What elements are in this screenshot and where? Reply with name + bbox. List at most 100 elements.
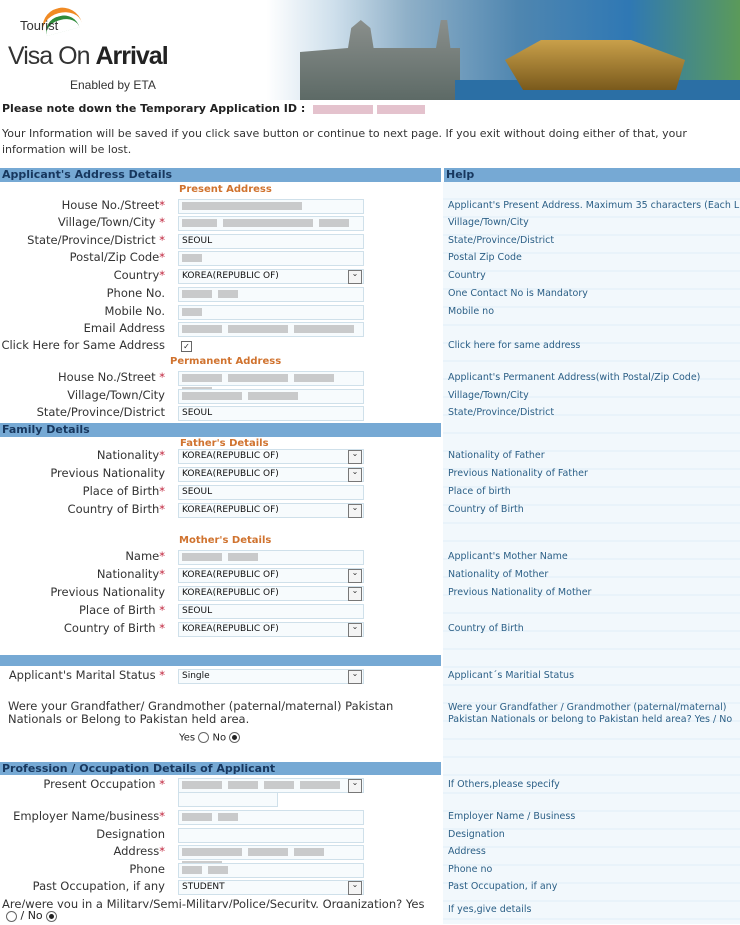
- chevron-down-icon[interactable]: ⌄: [348, 270, 362, 284]
- place-of-birth-value: SEOUL: [182, 487, 213, 497]
- country-of-birth-label: Country of Birth *: [64, 621, 165, 635]
- required-asterisk: *: [159, 448, 165, 462]
- place-of-birth-label: Place of Birth *: [79, 603, 165, 617]
- redacted-value: [182, 847, 242, 856]
- village-town-city-label-text: Village/Town/City: [67, 388, 165, 402]
- place-of-birth-input[interactable]: SEOUL: [178, 604, 364, 619]
- nationality-select[interactable]: KOREA(REPUBLIC OF) ⌄: [178, 568, 364, 583]
- present-occupation-label: Present Occupation *: [43, 777, 165, 791]
- nationality-help: Nationality of Father: [448, 450, 545, 461]
- designation-input[interactable]: [178, 828, 364, 843]
- nationality-label: Nationality*: [97, 567, 165, 581]
- redacted-value: [228, 552, 258, 561]
- previous-nationality-select[interactable]: KOREA(REPUBLIC OF) ⌄: [178, 586, 364, 601]
- name-input[interactable]: [178, 550, 364, 565]
- redacted-value: [228, 373, 288, 382]
- marital-section-bar: [0, 655, 441, 666]
- previous-nationality-help: Previous Nationality of Father: [448, 468, 588, 479]
- country-help: Country: [448, 270, 486, 281]
- chevron-down-icon[interactable]: ⌄: [348, 587, 362, 601]
- logo-sub: Enabled by ETA: [70, 78, 156, 92]
- postal-zip-code-input[interactable]: [178, 251, 364, 266]
- required-asterisk: *: [159, 484, 165, 498]
- postal-zip-code-label-text: Postal/Zip Code: [69, 250, 160, 264]
- redacted-value: [300, 780, 340, 789]
- redacted-value: [294, 847, 324, 856]
- redacted-value: [228, 780, 258, 789]
- address-input[interactable]: [178, 845, 364, 869]
- email-address-input[interactable]: [178, 322, 364, 337]
- mobile-no-input[interactable]: [178, 305, 364, 320]
- state-province-district-input[interactable]: SEOUL: [178, 406, 364, 421]
- save-info-text: Your Information will be saved if you cl…: [2, 127, 687, 156]
- chevron-down-icon[interactable]: ⌄: [348, 504, 362, 518]
- village-town-city-input[interactable]: [178, 389, 364, 404]
- state-province-district-input[interactable]: SEOUL: [178, 234, 364, 249]
- chevron-down-icon[interactable]: ⌄: [348, 881, 362, 895]
- country-of-birth-label: Country of Birth*: [68, 502, 165, 516]
- village-town-city-label: Village/Town/City: [67, 388, 165, 402]
- chevron-down-icon[interactable]: ⌄: [348, 468, 362, 482]
- redacted-value: [228, 324, 288, 333]
- house-no-street-input[interactable]: [178, 371, 364, 395]
- phone-no-input[interactable]: [178, 287, 364, 302]
- employer-name-business-input[interactable]: [178, 810, 364, 825]
- phone-help: Phone no: [448, 864, 493, 875]
- mobile-no-label-text: Mobile No.: [104, 304, 165, 318]
- applicant-s-marital-status-select[interactable]: Single ⌄: [178, 669, 364, 684]
- click-here-for-same-address-help: Click here for same address: [448, 340, 581, 351]
- chevron-down-icon[interactable]: ⌄: [348, 670, 362, 684]
- applicant-s-marital-status-value: Single: [182, 671, 210, 681]
- chevron-down-icon[interactable]: ⌄: [348, 569, 362, 583]
- grandparent-no-radio[interactable]: [229, 732, 241, 743]
- chevron-down-icon[interactable]: ⌄: [348, 623, 362, 637]
- postal-zip-code-label: Postal/Zip Code*: [70, 250, 165, 264]
- redacted-value: [223, 218, 313, 227]
- country-of-birth-select[interactable]: KOREA(REPUBLIC OF) ⌄: [178, 622, 364, 637]
- nationality-help: Nationality of Mother: [448, 569, 549, 580]
- village-town-city-label-text: Village/Town/City: [57, 215, 156, 229]
- military-question: Are/were you in a Military/Semi-Military…: [2, 898, 425, 908]
- redacted-value: [182, 307, 202, 316]
- logo-tourist: Tourist: [20, 18, 59, 33]
- occupation-other-input[interactable]: [178, 792, 278, 807]
- country-of-birth-label-text: Country of Birth: [67, 502, 160, 516]
- village-town-city-input[interactable]: [178, 216, 364, 231]
- redacted-value: [182, 289, 212, 298]
- country-of-birth-help: Country of Birth: [448, 504, 524, 515]
- house-no-street-input[interactable]: [178, 199, 364, 214]
- logo-visa: Visa On: [8, 42, 96, 70]
- military-no-radio[interactable]: [46, 910, 58, 922]
- country-select[interactable]: KOREA(REPUBLIC OF) ⌄: [178, 269, 364, 284]
- house-no-street-label: House No./Street*: [62, 198, 165, 212]
- required-asterisk: *: [159, 809, 165, 823]
- village-town-city-help: Village/Town/City: [448, 390, 529, 401]
- grandparent-no-label: No: [212, 732, 227, 744]
- grandparent-yes-radio[interactable]: [198, 732, 210, 743]
- redacted-value: [182, 218, 217, 227]
- click-here-for-same-address-checkbox[interactable]: ✓: [181, 341, 192, 352]
- phone-label-text: Phone: [129, 862, 165, 876]
- present-occupation-help: If Others,please specify: [448, 779, 560, 790]
- present-occupation-select[interactable]: ⌄: [178, 778, 364, 793]
- building-image: [300, 20, 460, 100]
- previous-nationality-select[interactable]: KOREA(REPUBLIC OF) ⌄: [178, 467, 364, 482]
- nationality-select[interactable]: KOREA(REPUBLIC OF) ⌄: [178, 449, 364, 464]
- mother-details-title: Mother's Details: [179, 535, 272, 546]
- place-of-birth-input[interactable]: SEOUL: [178, 485, 364, 500]
- logo-main: Visa On Arrival: [8, 42, 169, 71]
- redacted-value: [182, 373, 222, 382]
- military-yes-radio[interactable]: [6, 910, 17, 922]
- state-province-district-label-text: State/Province/District: [27, 233, 156, 247]
- past-occupation-if-any-help: Past Occupation, if any: [448, 881, 558, 892]
- state-province-district-value: SEOUL: [182, 408, 213, 418]
- chevron-down-icon[interactable]: ⌄: [348, 779, 362, 793]
- present-address-title: Present Address: [179, 184, 272, 195]
- chevron-down-icon[interactable]: ⌄: [348, 450, 362, 464]
- required-asterisk: *: [159, 250, 165, 264]
- grandparent-help: Were your Grandfather / Grandmother (pat…: [448, 702, 733, 725]
- country-of-birth-select[interactable]: KOREA(REPUBLIC OF) ⌄: [178, 503, 364, 518]
- past-occupation-if-any-select[interactable]: STUDENT ⌄: [178, 880, 364, 895]
- phone-input[interactable]: [178, 863, 364, 878]
- address-section-header: Applicant's Address Details: [0, 168, 441, 182]
